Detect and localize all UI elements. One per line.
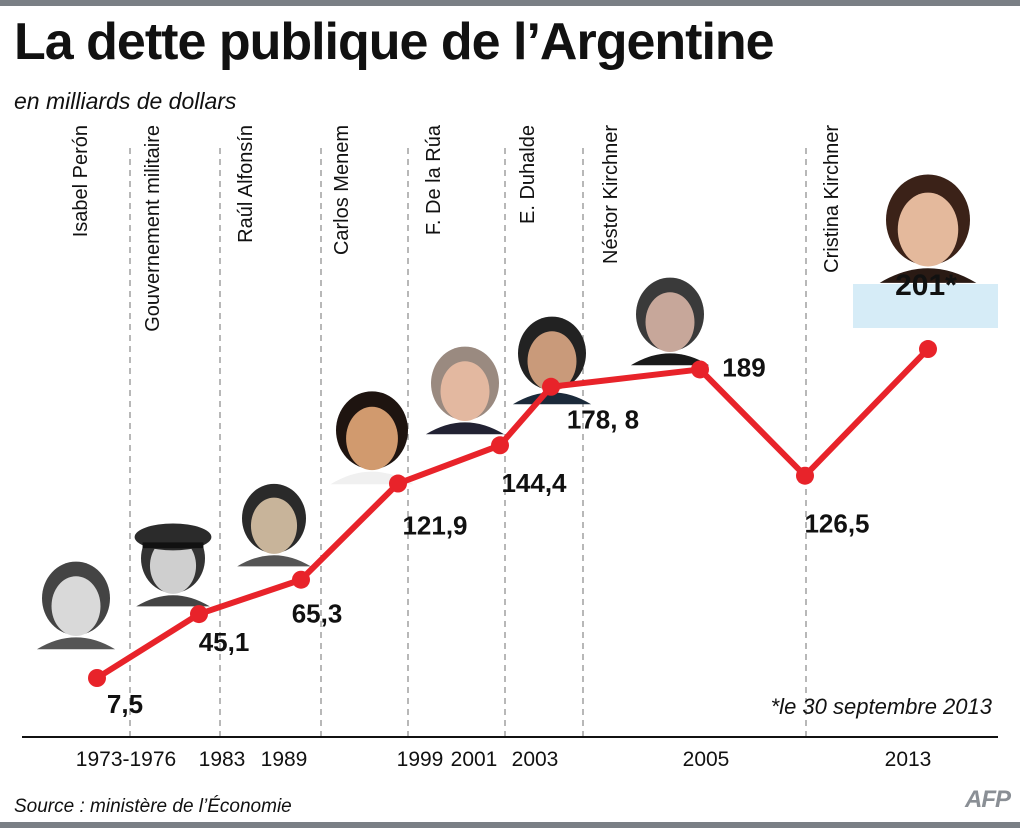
- bottom-rule: [0, 822, 1020, 828]
- x-tick-label: 1999: [397, 748, 444, 771]
- president-label: F. De la Rúa: [423, 124, 445, 235]
- data-label: 65,3: [292, 599, 343, 629]
- highlight-box: [853, 284, 998, 328]
- data-point: [190, 605, 208, 624]
- president-label: Raúl Alfonsín: [235, 125, 257, 243]
- source-note: Source : ministère de l’Économie: [14, 796, 292, 817]
- data-label: 201*: [895, 269, 957, 302]
- de-la-rua-portrait-icon: [425, 346, 505, 435]
- president-label: Néstor Kirchner: [600, 125, 622, 264]
- x-tick-label: 1989: [261, 748, 308, 771]
- military-officer-portrait-icon: [134, 523, 212, 607]
- data-point: [691, 360, 709, 379]
- footnote: *le 30 septembre 2013: [770, 694, 992, 719]
- president-label: Cristina Kirchner: [821, 125, 843, 273]
- data-label: 178, 8: [567, 405, 639, 435]
- x-tick-label: 2005: [683, 748, 730, 771]
- data-label: 189: [722, 352, 765, 382]
- president-label: Isabel Perón: [70, 125, 92, 237]
- president-label: Gouvernement militaire: [142, 125, 164, 332]
- data-point: [292, 570, 310, 589]
- chart-title: La dette publique de l’Argentine: [14, 13, 775, 71]
- data-point: [389, 474, 407, 493]
- data-point: [796, 466, 814, 485]
- afp-logo: AFP: [965, 786, 1011, 813]
- president-label: E. Duhalde: [517, 125, 539, 224]
- data-point: [491, 436, 509, 455]
- carlos-menem-portrait-icon: [330, 391, 414, 485]
- data-point: [542, 377, 560, 396]
- data-point: [88, 669, 106, 687]
- x-tick-label: 2003: [512, 748, 559, 771]
- data-label: 7,5: [107, 689, 143, 719]
- top-rule: [0, 0, 1020, 6]
- data-point: [919, 340, 937, 359]
- isabel-peron-portrait-icon: [36, 561, 116, 650]
- data-label: 126,5: [804, 509, 869, 539]
- raul-alfonsin-portrait-icon: [237, 483, 311, 567]
- president-label: Carlos Menem: [331, 125, 353, 255]
- x-tick-label: 1973-1976: [76, 748, 176, 771]
- nestor-kirchner-portrait-icon: [630, 277, 710, 366]
- data-label: 144,4: [501, 468, 567, 498]
- data-label: 45,1: [199, 627, 250, 657]
- x-tick-label: 2013: [885, 748, 932, 771]
- data-label: 121,9: [402, 510, 467, 540]
- x-tick-label: 2001: [451, 748, 498, 771]
- x-tick-label: 1983: [199, 748, 246, 771]
- chart-subtitle: en milliards de dollars: [14, 88, 237, 114]
- cristina-kirchner-portrait-icon: [879, 174, 977, 283]
- duhalde-portrait-icon: [512, 316, 592, 405]
